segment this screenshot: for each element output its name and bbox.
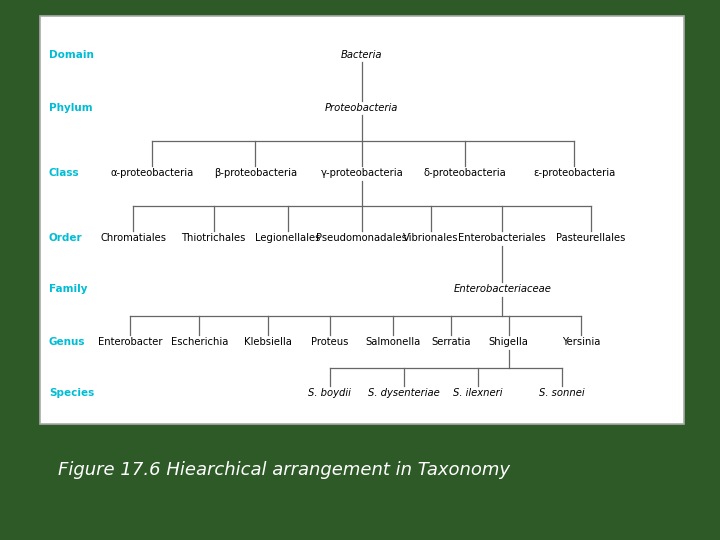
Text: Class: Class	[49, 168, 80, 178]
Text: Enterobacter: Enterobacter	[98, 338, 162, 347]
Text: Thiotrichales: Thiotrichales	[181, 233, 246, 244]
Text: Phylum: Phylum	[49, 103, 93, 113]
Text: Species: Species	[49, 388, 94, 399]
Text: Salmonella: Salmonella	[365, 338, 420, 347]
Text: Figure 17.6 Hiearchical arrangement in Taxonomy: Figure 17.6 Hiearchical arrangement in T…	[58, 461, 510, 479]
Text: Domain: Domain	[49, 50, 94, 60]
Text: S. boydii: S. boydii	[308, 388, 351, 399]
Text: Pasteurellales: Pasteurellales	[556, 233, 625, 244]
Text: Pseudomonadales: Pseudomonadales	[316, 233, 408, 244]
Text: Escherichia: Escherichia	[171, 338, 228, 347]
Text: Family: Family	[49, 285, 87, 294]
Text: Vibrionales: Vibrionales	[403, 233, 459, 244]
Text: Order: Order	[49, 233, 83, 244]
Text: Proteobacteria: Proteobacteria	[325, 103, 398, 113]
Text: α-proteobacteria: α-proteobacteria	[111, 168, 194, 178]
Text: β-proteobacteria: β-proteobacteria	[214, 168, 297, 178]
Text: S. dysenteriae: S. dysenteriae	[368, 388, 440, 399]
Text: δ-proteobacteria: δ-proteobacteria	[423, 168, 506, 178]
Text: Yersinia: Yersinia	[562, 338, 600, 347]
Text: ε-proteobacteria: ε-proteobacteria	[534, 168, 616, 178]
Text: S. sonnei: S. sonnei	[539, 388, 585, 399]
Text: Serratia: Serratia	[431, 338, 470, 347]
Text: Enterobacteriaceae: Enterobacteriaceae	[454, 285, 552, 294]
Text: Shigella: Shigella	[489, 338, 528, 347]
Text: Klebsiella: Klebsiella	[244, 338, 292, 347]
Text: Legionellales: Legionellales	[255, 233, 320, 244]
Text: Proteus: Proteus	[311, 338, 348, 347]
Text: γ-proteobacteria: γ-proteobacteria	[320, 168, 403, 178]
Text: Bacteria: Bacteria	[341, 50, 382, 60]
Text: S. ilexneri: S. ilexneri	[453, 388, 503, 399]
Text: Genus: Genus	[49, 338, 86, 347]
Text: Chromatiales: Chromatiales	[100, 233, 166, 244]
Text: Enterobacteriales: Enterobacteriales	[459, 233, 546, 244]
